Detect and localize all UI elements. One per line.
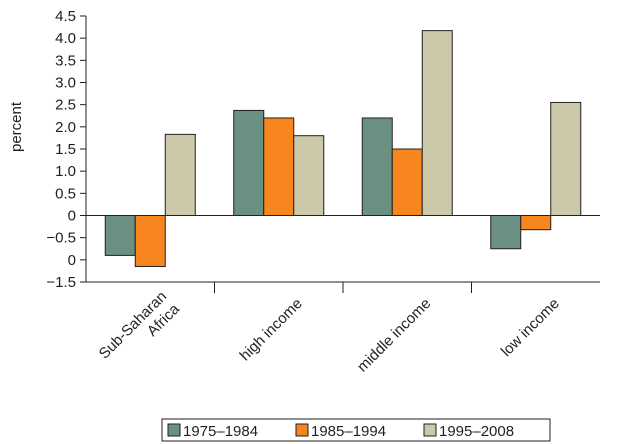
legend-swatch	[295, 423, 309, 437]
bar-1995–2008-Sub-Saharan Africa	[164, 133, 196, 216]
legend-swatch	[167, 423, 181, 437]
y-tick-label: 2.5	[55, 97, 76, 114]
bar-1995–2008-low income	[550, 101, 582, 216]
bar-1975–1984-middle income	[361, 117, 393, 216]
y-tick-label: 0	[68, 252, 76, 269]
legend-box	[161, 418, 551, 442]
x-axis	[86, 215, 600, 293]
bar-1985–1994-Sub-Saharan Africa	[134, 215, 166, 267]
legend: 1975–1984 1985–1994 1995–2008	[161, 418, 551, 442]
x-category-label: middle income	[354, 295, 434, 375]
x-category-label: Sub-SaharanAfrica	[96, 288, 184, 376]
y-axis-title: percent	[8, 101, 25, 152]
bar-1985–1994-high income	[263, 117, 295, 216]
y-tick-label: 4.0	[55, 30, 76, 47]
x-category-label: high income	[237, 295, 306, 364]
y-tick-label: 0	[68, 208, 76, 225]
bar-1995–2008-high income	[293, 135, 325, 216]
bar-1995–2008-middle income	[421, 30, 453, 216]
y-tick-label: 1.5	[55, 141, 76, 158]
y-tick-label: 4.5	[55, 8, 76, 25]
legend-label: 1995–2008	[439, 423, 514, 440]
bars	[104, 30, 582, 267]
y-tick-label: 3.5	[55, 52, 76, 69]
y-tick-label: −1.5	[46, 274, 76, 291]
y-tick-label: 3.0	[55, 75, 76, 92]
y-tick-label: 1.0	[55, 163, 76, 180]
y-tick-label: 2.0	[55, 119, 76, 136]
y-tick-labels: 4.5 4.0 3.5 3.0 2.5 2.0 1.5 1.0 0.5 0 −0.5 0 −1.5	[46, 8, 76, 291]
bar-1975–1984-high income	[233, 109, 265, 216]
bar-1975–1984-low income	[490, 215, 522, 250]
y-axis	[80, 15, 87, 283]
x-category-label: low income	[498, 295, 563, 360]
y-tick-label: −0.5	[46, 230, 76, 247]
bar-1985–1994-middle income	[391, 148, 423, 216]
bar-1975–1984-Sub-Saharan Africa	[104, 215, 136, 256]
bar-1985–1994-low income	[520, 215, 552, 231]
y-tick-label: 0.5	[55, 185, 76, 202]
category-labels: Sub-SaharanAfrica high income middle incom…	[96, 288, 563, 376]
legend-swatch	[423, 423, 437, 437]
legend-label: 1985–1994	[311, 423, 386, 440]
legend-label: 1975–1984	[183, 423, 258, 440]
